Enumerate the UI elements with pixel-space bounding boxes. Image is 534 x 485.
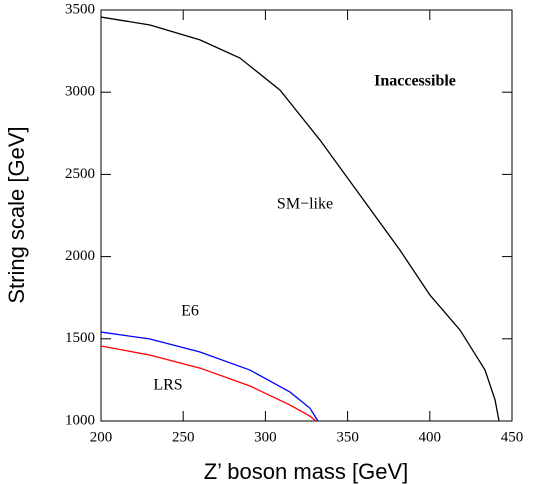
y-tick-label: 2500 <box>65 166 95 182</box>
x-tick-label: 350 <box>336 429 359 445</box>
y-tick-label: 1500 <box>65 330 95 346</box>
curve <box>100 16 500 422</box>
annotation: SM−like <box>277 196 333 213</box>
annotation: LRS <box>153 377 182 394</box>
y-axis-label: String scale [GeV] <box>4 126 29 303</box>
annotation: E6 <box>181 303 199 320</box>
x-tick-label: 200 <box>90 429 113 445</box>
plot-frame <box>100 9 513 422</box>
x-axis-label: Z’ boson mass [GeV] <box>204 459 409 484</box>
curve <box>100 345 317 422</box>
curve <box>100 331 319 422</box>
annotation: Inaccessible <box>374 73 456 90</box>
y-tick-label: 2000 <box>65 248 95 264</box>
y-tick-label: 3000 <box>65 84 95 100</box>
x-tick-label: 400 <box>419 429 442 445</box>
y-tick-label: 3500 <box>65 1 95 17</box>
y-tick-label: 1000 <box>65 412 95 428</box>
x-tick-label: 300 <box>254 429 277 445</box>
x-tick-label: 450 <box>501 429 524 445</box>
x-tick-label: 250 <box>172 429 195 445</box>
